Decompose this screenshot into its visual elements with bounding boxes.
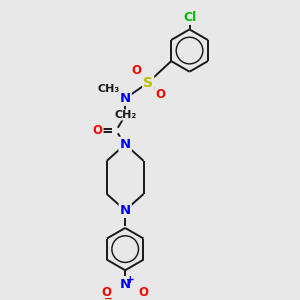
Text: S: S [143, 76, 153, 90]
Text: N: N [120, 138, 131, 151]
Text: Cl: Cl [183, 11, 196, 24]
Text: O: O [93, 124, 103, 137]
Text: N: N [120, 278, 131, 291]
Text: N: N [120, 138, 131, 151]
Text: N: N [120, 204, 131, 217]
Text: +: + [125, 275, 134, 285]
Text: O: O [102, 286, 112, 299]
Text: O: O [131, 64, 141, 77]
Text: O: O [139, 286, 148, 299]
Text: −: − [104, 294, 113, 300]
Text: O: O [155, 88, 165, 101]
Text: CH₂: CH₂ [115, 110, 137, 120]
Text: N: N [120, 92, 131, 105]
Text: CH₃: CH₃ [98, 84, 120, 94]
